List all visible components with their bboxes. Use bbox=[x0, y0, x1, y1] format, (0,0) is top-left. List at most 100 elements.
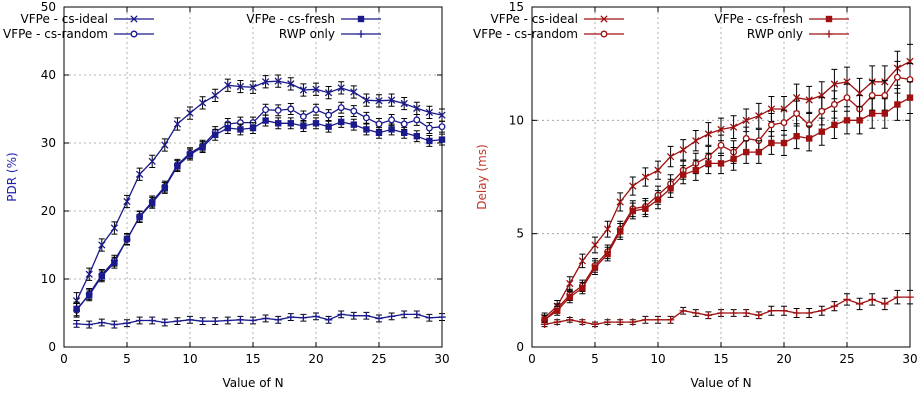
data-point bbox=[906, 293, 914, 301]
data-point bbox=[579, 284, 586, 292]
legend-marker bbox=[130, 15, 138, 23]
data-point bbox=[755, 112, 763, 120]
data-point bbox=[249, 124, 257, 132]
data-point bbox=[413, 116, 421, 124]
data-point bbox=[438, 123, 446, 131]
legend-label: VFPe - cs-fresh bbox=[714, 12, 803, 26]
data-point bbox=[679, 146, 687, 154]
data-point bbox=[616, 318, 624, 326]
data-point bbox=[186, 109, 194, 117]
x-tick-label: 0 bbox=[60, 352, 68, 366]
data-point bbox=[387, 312, 396, 321]
x-tick-label: 25 bbox=[371, 352, 386, 366]
data-point bbox=[755, 148, 762, 156]
data-point bbox=[300, 122, 307, 130]
legend-marker bbox=[600, 30, 608, 38]
data-point bbox=[275, 120, 282, 127]
data-point bbox=[806, 135, 813, 142]
data-point bbox=[654, 166, 662, 174]
data-point bbox=[906, 94, 914, 101]
data-point bbox=[717, 125, 725, 134]
data-point bbox=[843, 295, 851, 304]
data-point bbox=[868, 295, 876, 304]
data-point bbox=[830, 101, 838, 108]
legend-marker bbox=[130, 30, 138, 38]
data-point bbox=[212, 131, 219, 139]
legend-label: VFPe - cs-fresh bbox=[246, 12, 335, 26]
data-point bbox=[666, 152, 675, 161]
data-point bbox=[566, 316, 574, 324]
data-point bbox=[578, 257, 587, 265]
y-tick-label: 50 bbox=[41, 0, 56, 14]
data-point bbox=[692, 137, 700, 145]
data-point bbox=[780, 119, 788, 127]
data-point bbox=[224, 81, 232, 89]
data-point bbox=[591, 264, 599, 271]
data-point bbox=[400, 310, 408, 319]
data-point bbox=[843, 94, 851, 102]
legend-marker bbox=[825, 30, 833, 38]
data-point bbox=[363, 126, 370, 133]
data-point bbox=[541, 316, 548, 323]
data-point bbox=[566, 279, 574, 288]
data-point bbox=[780, 307, 788, 315]
data-point bbox=[426, 137, 433, 145]
x-axis-label: Value of N bbox=[222, 376, 283, 390]
data-point bbox=[830, 302, 839, 310]
data-point bbox=[616, 198, 624, 206]
data-point bbox=[337, 310, 345, 319]
plot-frame bbox=[63, 6, 443, 348]
series-vfpe-cs-ideal bbox=[540, 43, 914, 323]
data-point bbox=[262, 117, 269, 124]
data-point bbox=[869, 110, 876, 117]
data-point bbox=[743, 148, 750, 156]
data-point bbox=[780, 139, 788, 147]
data-point bbox=[362, 96, 371, 104]
data-point bbox=[86, 292, 93, 299]
data-point bbox=[199, 143, 206, 151]
data-point bbox=[868, 91, 876, 99]
data-point bbox=[705, 160, 712, 167]
data-point bbox=[425, 314, 434, 322]
x-tick-label: 30 bbox=[902, 352, 917, 366]
data-point bbox=[692, 309, 700, 317]
pdr-chart: 0 5 10 15 20 25 30 0 10 20 30 40 50 Value of N PDR (%)… bbox=[3, 0, 450, 390]
data-point bbox=[413, 310, 421, 319]
data-point bbox=[274, 316, 282, 324]
series-vfpe-cs-ideal bbox=[72, 74, 446, 310]
data-point bbox=[110, 224, 119, 232]
data-point bbox=[413, 133, 420, 140]
data-point bbox=[768, 139, 775, 147]
data-point bbox=[274, 106, 282, 114]
data-point bbox=[111, 259, 118, 266]
series-line bbox=[544, 76, 911, 321]
data-point bbox=[375, 314, 383, 323]
x-tick-label: 20 bbox=[308, 352, 323, 366]
data-point bbox=[85, 320, 93, 329]
series-line bbox=[544, 60, 911, 318]
x-tick-label: 0 bbox=[528, 352, 536, 366]
data-point bbox=[641, 173, 650, 181]
data-point bbox=[617, 228, 624, 235]
data-point bbox=[362, 312, 371, 320]
data-point bbox=[400, 99, 408, 108]
data-point bbox=[287, 80, 295, 88]
data-point bbox=[312, 106, 320, 114]
data-point bbox=[680, 171, 687, 178]
data-point bbox=[554, 307, 561, 314]
data-point bbox=[881, 110, 888, 117]
legend-label: VFPe - cs-random bbox=[3, 27, 108, 41]
series-rwp-only bbox=[72, 310, 446, 329]
y-axis-label: PDR (%) bbox=[5, 152, 19, 201]
data-point bbox=[755, 311, 763, 319]
y-tick-label: 5 bbox=[516, 227, 524, 241]
data-point bbox=[161, 184, 168, 192]
data-point bbox=[855, 300, 864, 308]
data-point bbox=[110, 320, 119, 329]
data-point bbox=[350, 121, 357, 128]
data-point bbox=[667, 185, 674, 192]
series-vfpe-cs-fresh bbox=[541, 81, 914, 325]
data-point bbox=[224, 316, 232, 325]
data-point bbox=[287, 105, 295, 113]
